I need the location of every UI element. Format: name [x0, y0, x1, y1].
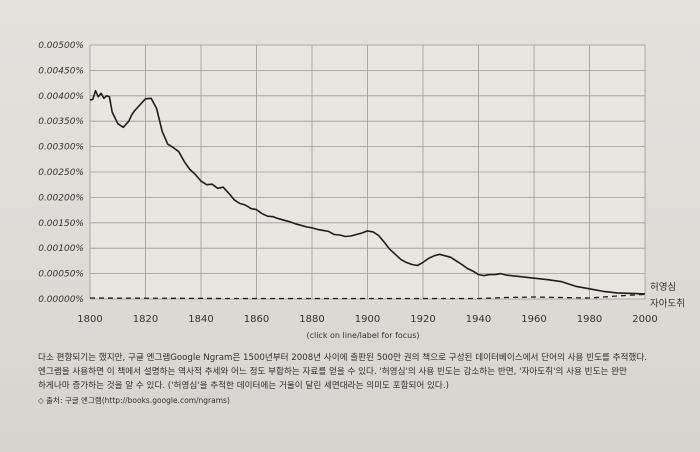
caption-line-3: 하게나마 증가하는 것을 알 수 있다. ('허영심'을 추적한 데이터에는 거… [38, 381, 449, 391]
caption-source: ◇ 출처: 구글 엔그램(http://books.google.com/ngr… [38, 396, 230, 405]
y-tick-label: 0.00450% [38, 66, 84, 76]
ngram-chart[interactable]: 0.00500% 0.00450% 0.00400% 0.00350% 0.00300%… [0, 0, 700, 350]
x-tick-label: 1940 [466, 314, 491, 325]
x-tick-label: 1960 [521, 314, 546, 325]
series-line-1[interactable] [89, 89, 646, 295]
series-label-1[interactable]: 허영심 [650, 282, 676, 293]
series-label-2[interactable]: 자아도취 [650, 298, 685, 309]
x-axis-ticks: 1800 1820 1840 1860 1880 1900 1920 1940 1960 1980… [77, 314, 657, 325]
series-line-2[interactable] [89, 293, 646, 300]
x-tick-label: 1900 [355, 314, 380, 325]
x-tick-label: 1840 [188, 314, 213, 325]
y-tick-label: 0.00200% [38, 193, 84, 203]
x-tick-label: 1880 [299, 314, 324, 325]
y-tick-label: 0.00050% [38, 270, 84, 280]
y-tick-label: 0.00400% [38, 92, 84, 102]
grid [89, 44, 646, 300]
y-tick-label: 0.00300% [38, 143, 84, 153]
x-tick-label: 1860 [244, 314, 269, 325]
y-tick-label: 0.00250% [38, 168, 84, 178]
y-tick-label: 0.00000% [38, 295, 84, 305]
series-lines[interactable] [89, 89, 646, 300]
y-axis-ticks: 0.00500% 0.00450% 0.00400% 0.00350% 0.00300%… [38, 41, 84, 305]
x-tick-label: 1800 [77, 314, 102, 325]
figure-caption: 다소 편향되기는 했지만, 구글 엔그램Google Ngram은 1500년부… [38, 351, 683, 408]
caption-line-2: 엔그램을 사용하면 이 책에서 설명하는 역사적 추세와 어느 정도 부합하는 … [38, 367, 627, 377]
y-tick-label: 0.00500% [38, 41, 84, 51]
caption-line-1: 다소 편향되기는 했지만, 구글 엔그램Google Ngram은 1500년부… [38, 353, 647, 363]
y-tick-label: 0.00150% [38, 219, 84, 229]
x-axis-note[interactable]: (click on line/label for focus) [306, 331, 419, 340]
x-tick-label: 1920 [410, 314, 435, 325]
x-tick-label: 2000 [632, 314, 657, 325]
y-tick-label: 0.00100% [38, 244, 84, 254]
x-tick-label: 1980 [577, 314, 602, 325]
x-tick-label: 1820 [133, 314, 158, 325]
y-tick-label: 0.00350% [38, 117, 84, 127]
